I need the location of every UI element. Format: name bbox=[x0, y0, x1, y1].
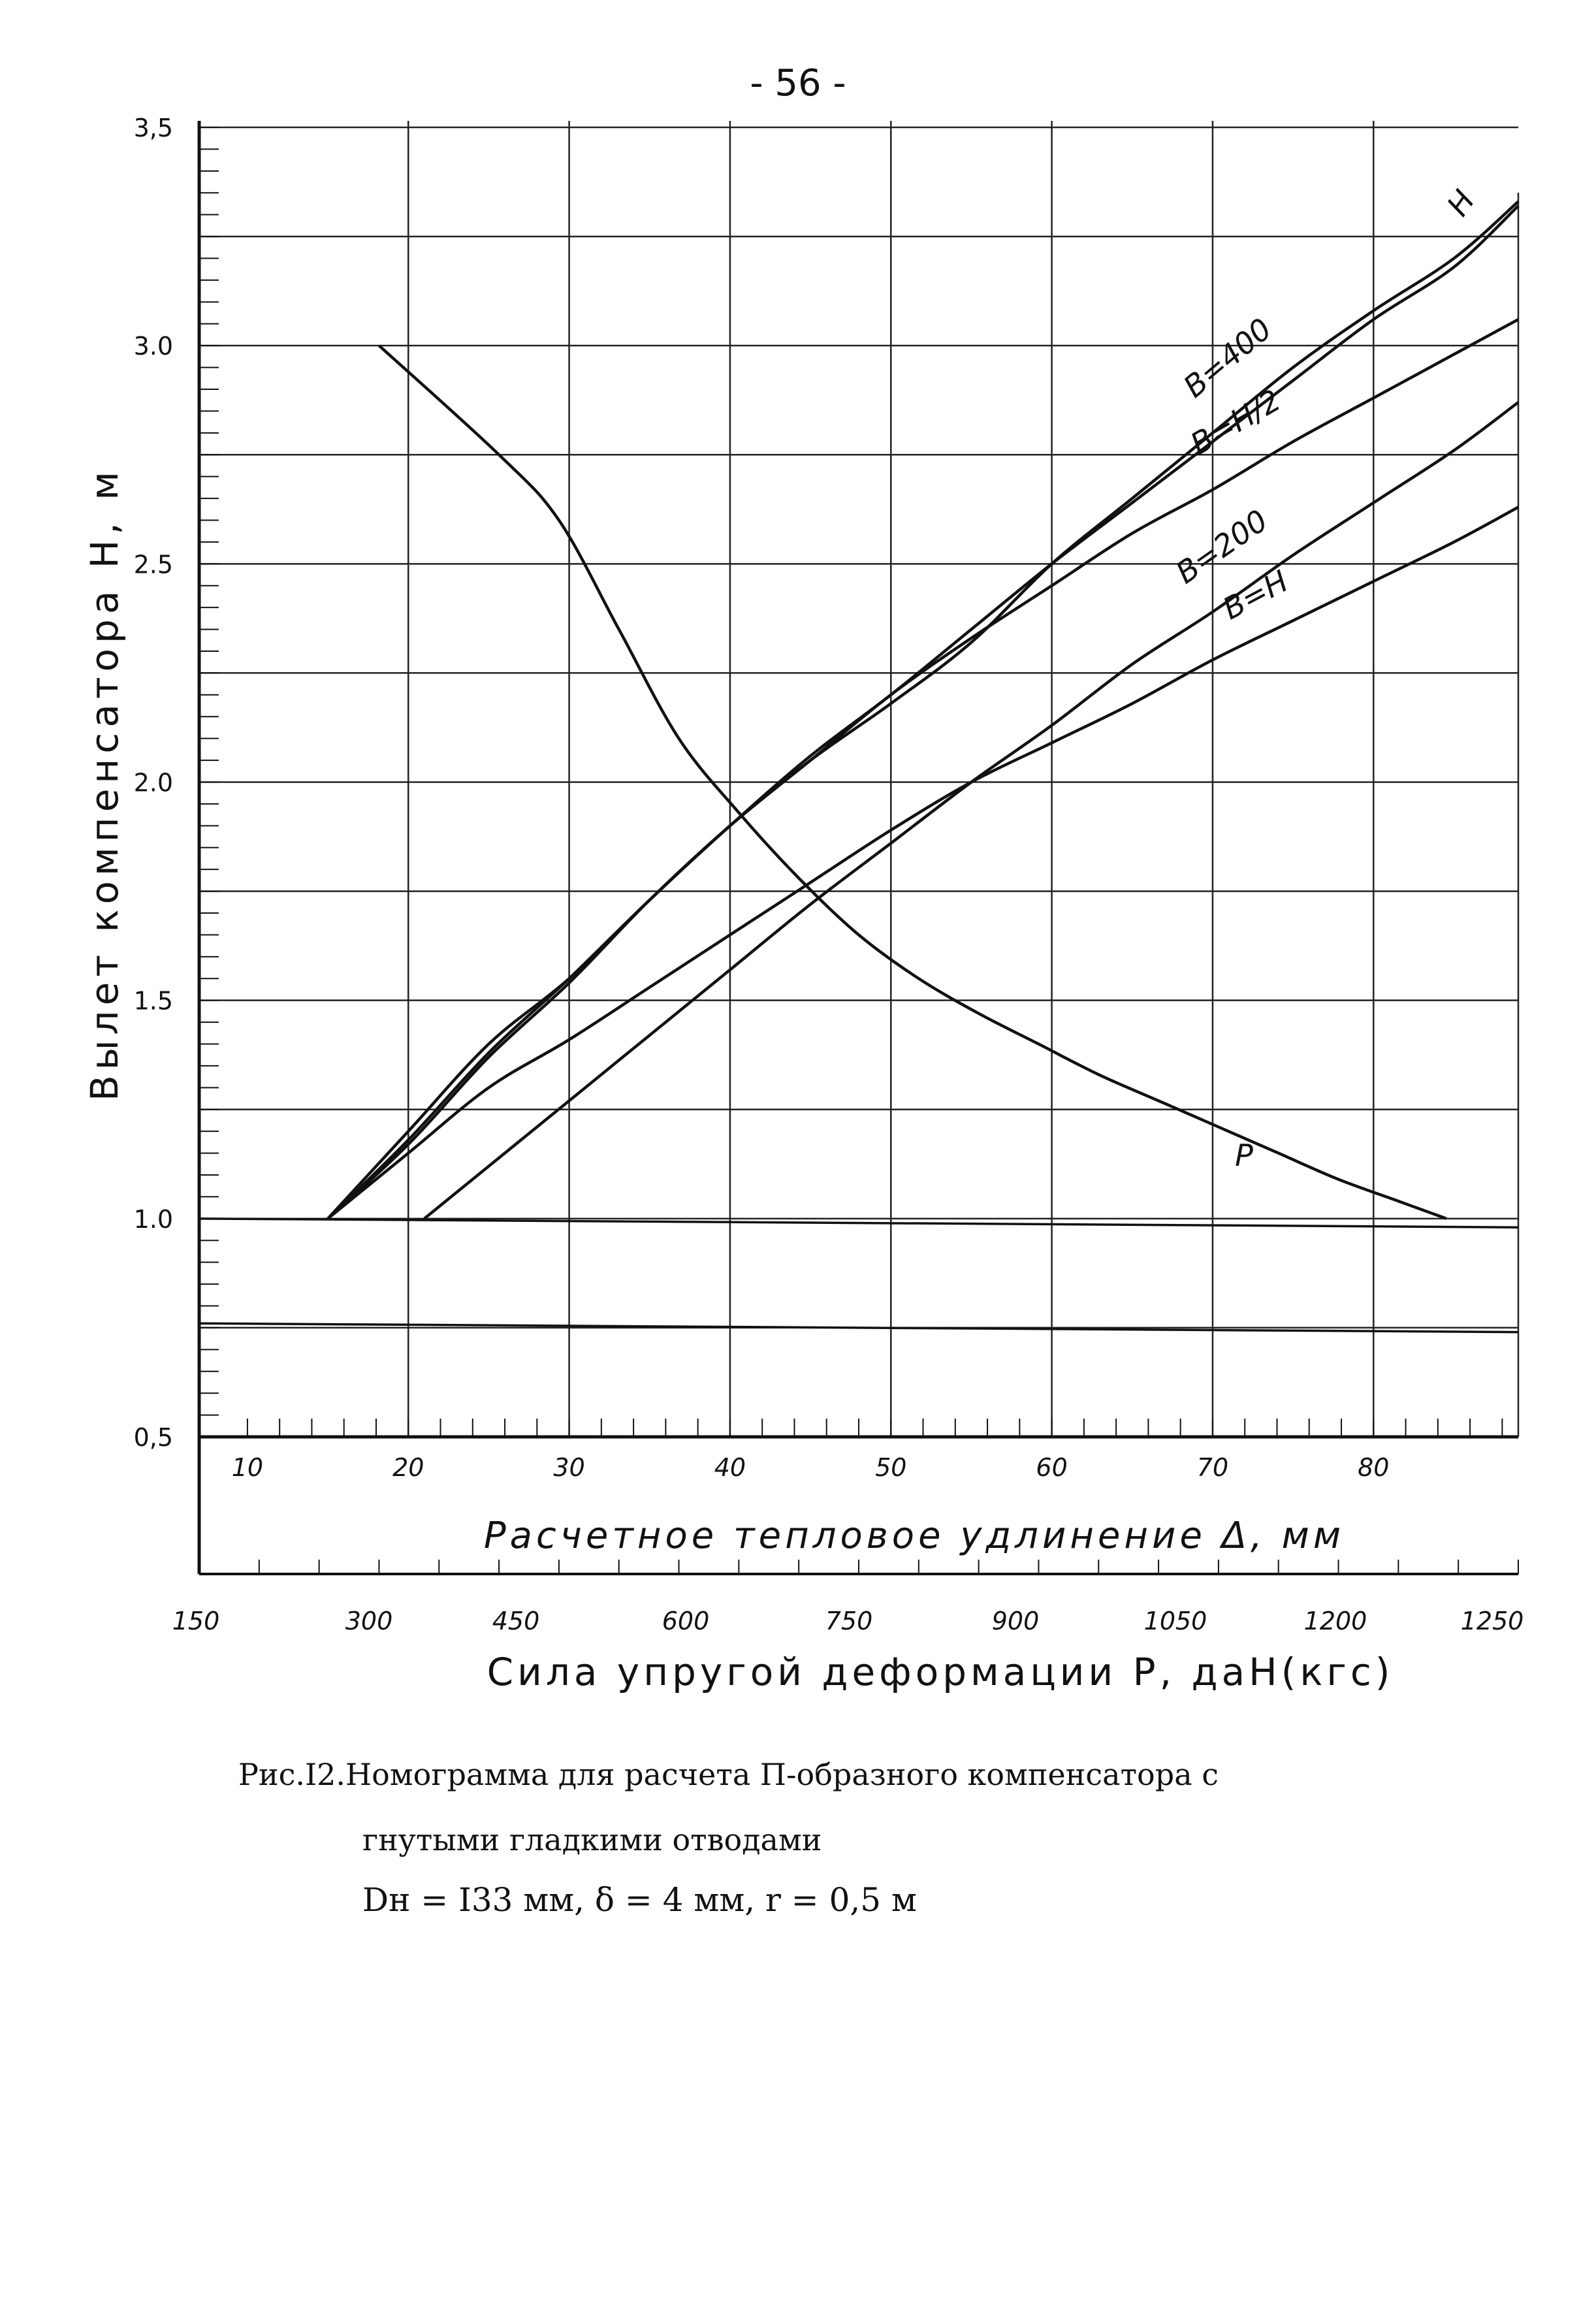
x2-tick-label: 900 bbox=[992, 1607, 1040, 1635]
series-line-b-h bbox=[327, 506, 1520, 1220]
x2-tick-label: 1250 bbox=[1461, 1607, 1524, 1635]
reference-line bbox=[199, 1217, 1519, 1229]
x-tick-label: 30 bbox=[553, 1453, 584, 1482]
x-tick-label: 10 bbox=[232, 1453, 263, 1482]
series-line-p bbox=[377, 344, 1447, 1220]
labels-layer: 0,5 1.0 1.5 2.0 2.5 3.0 3,5 10 20 30 40 50 60 70 80 150… bbox=[82, 114, 1524, 1694]
series-label-b-h: B=H bbox=[1217, 563, 1294, 626]
x2-tick-label: 1200 bbox=[1304, 1607, 1367, 1635]
y-tick-label: 1.5 bbox=[134, 987, 173, 1016]
x-tick-label: 70 bbox=[1197, 1453, 1228, 1482]
x-tick-label: 80 bbox=[1358, 1453, 1389, 1482]
x-axis-title: Расчетное тепловое удлинение Δ, мм bbox=[484, 1515, 1345, 1557]
y-tick-label: 3,5 bbox=[134, 114, 173, 142]
series-label-p: P bbox=[1235, 1138, 1253, 1173]
series-line-b-400 bbox=[327, 204, 1520, 1220]
x2-axis-title: Сила упругой деформации P, даН(кгс) bbox=[487, 1650, 1394, 1694]
page-number: - 56 - bbox=[750, 62, 846, 104]
figure-caption-line-3: Dн = I33 мм, δ = 4 мм, r = 0,5 м bbox=[362, 1881, 917, 1919]
x-tick-label: 60 bbox=[1036, 1453, 1067, 1482]
series-layer bbox=[199, 200, 1520, 1334]
series-line-b-h-2 bbox=[327, 318, 1520, 1220]
x-tick-label: 20 bbox=[392, 1453, 424, 1482]
y-tick-label: 2.0 bbox=[134, 769, 173, 797]
grid-layer bbox=[197, 121, 1520, 1575]
x2-tick-label: 450 bbox=[492, 1607, 540, 1635]
y-tick-label: 0,5 bbox=[134, 1423, 173, 1452]
x-tick-label: 50 bbox=[875, 1453, 906, 1482]
y-tick-label: 1.0 bbox=[134, 1205, 173, 1234]
y-axis-title: Вылет компенсатора H, м bbox=[82, 466, 127, 1101]
series-line-b-200 bbox=[423, 401, 1520, 1220]
series-line-h bbox=[327, 200, 1520, 1220]
x2-tick-label: 750 bbox=[825, 1607, 873, 1635]
figure-caption-line-2: гнутыми гладкими отводами bbox=[362, 1822, 822, 1857]
y-tick-label: 3.0 bbox=[134, 332, 173, 361]
x2-tick-label: 150 bbox=[172, 1607, 220, 1635]
y-tick-label: 2.5 bbox=[134, 550, 173, 579]
ticks-layer bbox=[199, 127, 1519, 1574]
x2-tick-label: 1050 bbox=[1144, 1607, 1207, 1635]
figure-caption-line-1: Рис.I2.Номограмма для расчета П-образног… bbox=[238, 1757, 1219, 1792]
reference-line bbox=[199, 1322, 1519, 1334]
x2-tick-label: 600 bbox=[662, 1607, 710, 1635]
series-label-h: H bbox=[1440, 184, 1482, 222]
x2-tick-label: 300 bbox=[345, 1607, 393, 1635]
nomogram-chart: 0,5 1.0 1.5 2.0 2.5 3.0 3,5 10 20 30 40 50 60 70 80 150… bbox=[82, 114, 1524, 1694]
x-tick-label: 40 bbox=[714, 1453, 746, 1482]
